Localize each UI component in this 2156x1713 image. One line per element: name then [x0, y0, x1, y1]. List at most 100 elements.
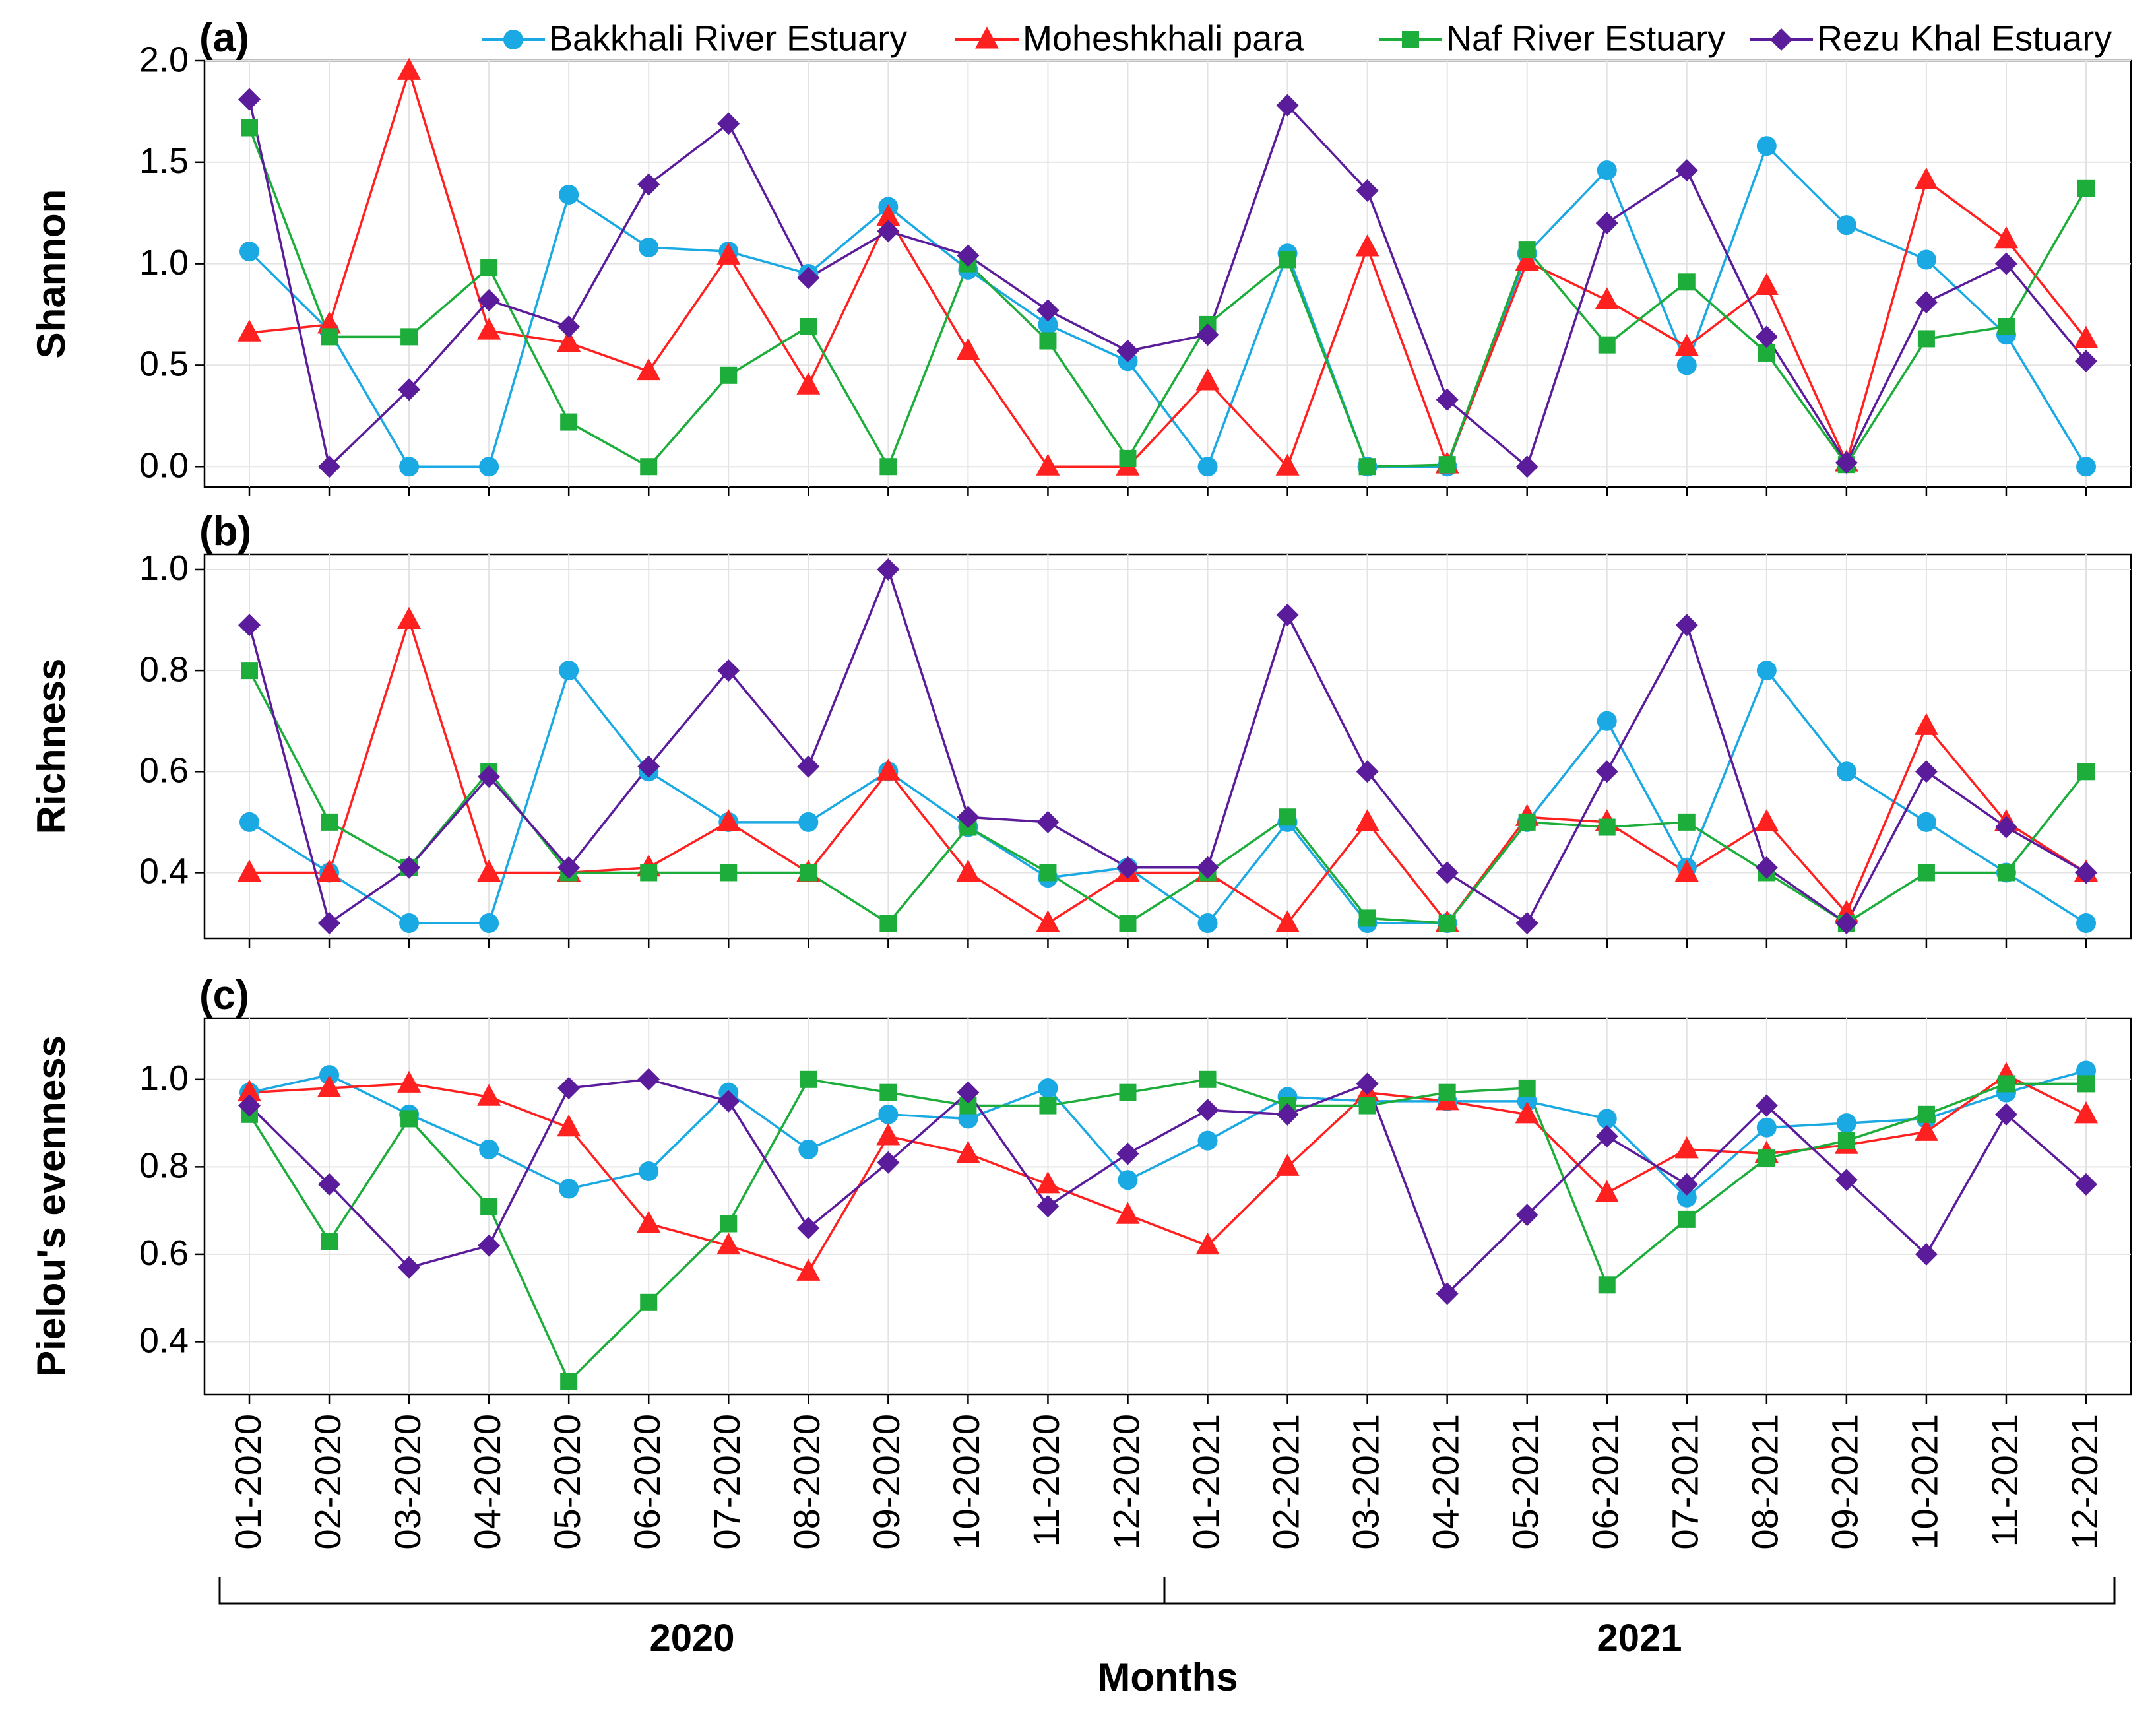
data-point-triangle [557, 1114, 581, 1137]
x-tick-label: 08-2021 [1744, 1414, 1786, 1550]
data-point-diamond [1196, 1099, 1219, 1122]
data-point-square [321, 1233, 338, 1250]
y-tick-label: 0.8 [139, 1146, 189, 1186]
data-point-square [1518, 813, 1536, 831]
data-point-diamond [557, 315, 581, 338]
data-point-triangle [238, 319, 261, 342]
data-point-triangle [1275, 910, 1300, 932]
data-point-diamond [238, 1094, 261, 1117]
data-point-square [560, 413, 578, 431]
x-tick-label: 01-2020 [227, 1414, 269, 1550]
data-point-diamond [1116, 856, 1139, 879]
series-markers [238, 57, 2098, 1390]
data-point-circle [1916, 249, 1936, 270]
series-line-triangle [249, 618, 2087, 924]
data-point-square [1199, 1070, 1217, 1088]
x-tick-label: 06-2020 [626, 1414, 668, 1550]
data-point-square [720, 366, 738, 384]
data-point-square [1997, 864, 2015, 882]
data-point-square [1119, 449, 1137, 467]
data-point-circle [1756, 1117, 1777, 1138]
data-point-diamond [637, 1068, 660, 1091]
x-tick-label: 01-2021 [1185, 1414, 1226, 1550]
data-point-triangle [716, 809, 741, 831]
series-line-diamond [248, 1078, 2087, 1295]
data-point-diamond [1595, 760, 1618, 783]
series-line-circle [248, 145, 2087, 468]
x-tick-label: 04-2021 [1424, 1414, 1466, 1550]
data-point-diamond [557, 856, 581, 879]
data-point-triangle [1275, 453, 1300, 476]
data-point-diamond [1036, 299, 1060, 322]
legend: Bakkhali River Estuary Moheshkhali para Na… [482, 18, 2112, 58]
data-point-diamond [478, 288, 501, 311]
panel-frames [203, 59, 2132, 1396]
data-point-triangle [716, 1232, 741, 1255]
data-point-square [241, 119, 258, 137]
data-point-square [1678, 1210, 1696, 1228]
data-point-square [480, 1198, 498, 1215]
data-point-circle [1197, 1130, 1218, 1151]
data-point-triangle [317, 311, 342, 334]
data-point-square [1279, 251, 1296, 269]
data-point-square [1438, 915, 1456, 932]
data-point-triangle [1036, 1171, 1060, 1194]
data-point-circle [798, 1139, 819, 1159]
series-line-circle [249, 1069, 2087, 1199]
data-point-square [1279, 808, 1296, 826]
data-point-diamond [318, 455, 341, 478]
data-point-diamond [1675, 614, 1698, 637]
data-point-diamond [318, 1173, 341, 1196]
legend-marker-square [1402, 31, 1419, 48]
panel-letter: (a) [199, 15, 249, 61]
data-point-square [321, 328, 338, 346]
data-point-square [241, 662, 258, 680]
year-bracket [218, 1577, 2116, 1605]
data-point-triangle [1914, 713, 1938, 735]
data-point-triangle [1994, 226, 2018, 249]
data-point-triangle [1355, 809, 1379, 831]
data-point-triangle [317, 1075, 342, 1097]
data-point-triangle [1515, 1101, 1539, 1124]
data-point-square [1518, 1080, 1536, 1097]
data-point-circle [1597, 1109, 1617, 1129]
series-line-square [248, 1078, 2086, 1382]
data-point-diamond [957, 806, 980, 829]
data-point-diamond [1595, 212, 1618, 235]
y-tick-label: 1.0 [139, 243, 189, 282]
data-point-circle [2076, 457, 2096, 477]
data-point-circle [1038, 1078, 1058, 1099]
series-line-triangle [249, 1074, 2087, 1274]
data-point-triangle [317, 859, 342, 882]
data-point-diamond [478, 1234, 501, 1257]
y-tick-label: 1.5 [139, 141, 189, 181]
x-tick-label: 05-2021 [1504, 1414, 1546, 1550]
data-point-square [1039, 864, 1057, 882]
data-point-square [800, 1070, 817, 1088]
data-point-triangle [1674, 859, 1699, 882]
data-point-triangle [1036, 453, 1060, 476]
x-tick-label: 06-2021 [1585, 1414, 1626, 1550]
data-point-circle [1597, 160, 1617, 181]
data-point-square [1358, 1097, 1376, 1115]
panel-frame-3 [203, 1017, 2132, 1396]
data-point-square [720, 1215, 738, 1233]
data-point-diamond [717, 1089, 740, 1113]
x-tick-label: 12-2021 [2064, 1414, 2105, 1550]
axes: 0.0 0.5 1.0 1.5 2.0 Shannon (a) 0.4 0.6 0.8 1.0 Ric… [29, 15, 2087, 1404]
year-label: 2021 [1597, 1617, 1682, 1660]
data-point-diamond [1436, 861, 1459, 884]
data-point-triangle [557, 329, 581, 352]
data-point-diamond [478, 765, 501, 788]
data-point-diamond [1436, 388, 1459, 411]
data-point-diamond [1994, 816, 2017, 839]
data-point-square [1598, 336, 1616, 354]
data-point-triangle [1914, 167, 1938, 189]
data-point-square [321, 813, 338, 831]
data-point-circle [1197, 457, 1218, 477]
data-point-square [400, 1110, 418, 1128]
data-point-triangle [1595, 287, 1619, 309]
data-point-diamond [398, 1256, 421, 1279]
